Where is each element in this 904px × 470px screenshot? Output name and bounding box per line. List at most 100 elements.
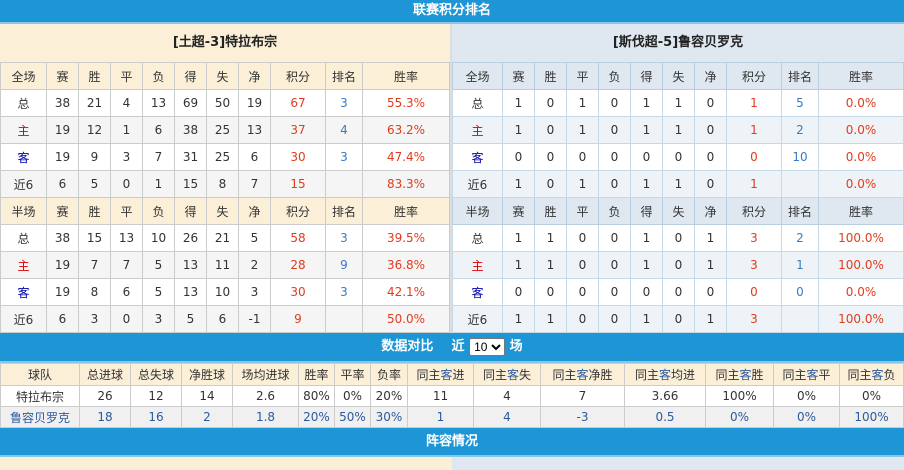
column-header: 同主客失 [473, 363, 541, 386]
cell: 15 [174, 170, 207, 198]
cell: 近6 [0, 305, 47, 333]
cell: 5 [174, 305, 207, 333]
cell: 1 [630, 89, 663, 117]
column-header: 排名 [781, 62, 819, 90]
cell: 2 [781, 224, 819, 252]
cell: 69 [174, 89, 207, 117]
column-header: 负 [598, 197, 631, 225]
cell: 6 [238, 143, 271, 171]
standings-row: 近6 6 5 0 1 15 8 7 15 83.3% [0, 170, 450, 198]
compare-title-bar: 数据对比 近 10 场 [0, 333, 904, 363]
match-count-select[interactable]: 10 [469, 337, 506, 356]
cell: 13 [174, 278, 207, 306]
cell: 4 [325, 116, 363, 144]
header-part: 负率 [376, 368, 401, 382]
cell: 2 [181, 406, 233, 428]
cell: 1 [662, 116, 695, 144]
cell: 8 [78, 278, 111, 306]
cell: 6 [142, 116, 175, 144]
header-part: 场均进球 [241, 368, 290, 382]
cell: 1 [110, 116, 143, 144]
cell: 0 [598, 143, 631, 171]
column-header: 同主客胜 [705, 363, 774, 386]
column-header: 平 [566, 62, 599, 90]
cell: 主 [0, 251, 47, 279]
home-team-name: [土超-3]特拉布宗 [0, 24, 450, 62]
cell: 25 [206, 116, 239, 144]
header-part: 净胜球 [188, 368, 225, 382]
cell: 3 [325, 224, 363, 252]
cell: 5 [142, 278, 175, 306]
cell: 39.5% [362, 224, 450, 252]
cell: 0 [534, 143, 567, 171]
cell: 1 [502, 251, 535, 279]
column-header: 胜率 [818, 197, 904, 225]
cell: 58 [270, 224, 326, 252]
cell: 0 [630, 143, 663, 171]
cell: 12 [78, 116, 111, 144]
cell: 11 [206, 251, 239, 279]
cell: 0% [773, 385, 840, 407]
cell [325, 305, 363, 333]
cell: 1 [502, 224, 535, 252]
cell: 3.66 [624, 385, 706, 407]
cell: 9 [78, 143, 111, 171]
cell: 0 [598, 278, 631, 306]
away-standings: [斯伐超-5]鲁容贝罗克 全场赛胜平负得失净积分 排名 胜率总 1 0 1 0 1 1 0 1 5 0.… [452, 24, 904, 333]
column-header: 积分 [270, 197, 326, 225]
cell: 1 [566, 170, 599, 198]
cell: 3 [726, 305, 782, 333]
cell: 1 [534, 251, 567, 279]
cell: 0.0% [818, 170, 904, 198]
cell: 100.0% [818, 305, 904, 333]
column-header: 胜率 [362, 197, 450, 225]
standings-row: 总 38 21 4 13 69 50 19 67 3 55.3% [0, 89, 450, 117]
column-header: 平率 [334, 363, 371, 386]
cell: 0 [630, 278, 663, 306]
cell: 4 [110, 89, 143, 117]
header-part: 失 [519, 368, 532, 382]
cell: 客 [0, 278, 47, 306]
header-part: 总失球 [137, 368, 174, 382]
cell: 0 [662, 224, 695, 252]
cell: 0 [726, 143, 782, 171]
cell: 19 [46, 251, 79, 279]
cell: 50.0% [362, 305, 450, 333]
cell: 1 [534, 305, 567, 333]
cell: 10 [206, 278, 239, 306]
header-part: 同主 [552, 368, 577, 382]
cell: 19 [46, 278, 79, 306]
cell: 0 [694, 143, 727, 171]
column-header: 积分 [270, 62, 326, 90]
standings-row: 主 1 0 1 0 1 1 0 1 2 0.0% [452, 116, 904, 144]
cell: 近6 [452, 305, 503, 333]
cell: 7 [110, 251, 143, 279]
column-header: 赛 [502, 197, 535, 225]
home-standings-table: 全场赛胜平负得失净积分 排名 胜率总 38 21 4 13 69 50 19 67 3 55.3% 主 19… [0, 62, 450, 333]
compare-header-row: 球队 总进球 总失球 净胜球 场均进球 胜率 平率 负率 同主客进 同主客失 同主客净胜 同主客均进同… [0, 363, 904, 386]
column-header: 全场 [0, 62, 47, 90]
cell: 3 [325, 89, 363, 117]
cell: 0.0% [818, 278, 904, 306]
standings-title-bar: 联赛积分排名 [0, 0, 904, 24]
cell: 55.3% [362, 89, 450, 117]
cell: 5 [78, 170, 111, 198]
header-part: 同主 [482, 368, 507, 382]
standings-row: 主 19 7 7 5 13 11 2 28 9 36.8% [0, 251, 450, 279]
cell: 6 [206, 305, 239, 333]
column-header: 平 [110, 197, 143, 225]
cell: 0 [694, 278, 727, 306]
cell: 6 [46, 305, 79, 333]
cell: 19 [46, 116, 79, 144]
cell: 2 [781, 116, 819, 144]
header-part: 客 [806, 368, 819, 382]
cell: 0 [598, 224, 631, 252]
cell: 1 [502, 89, 535, 117]
cell [325, 170, 363, 198]
standings-row: 近6 1 1 0 0 1 0 1 3 100.0% [452, 305, 904, 333]
cell: 26 [174, 224, 207, 252]
header-part: 胜率 [304, 368, 329, 382]
cell: 100% [839, 406, 904, 428]
full-header-row: 全场赛胜平负得失净积分 排名 胜率 [452, 62, 904, 90]
cell: 19 [46, 143, 79, 171]
